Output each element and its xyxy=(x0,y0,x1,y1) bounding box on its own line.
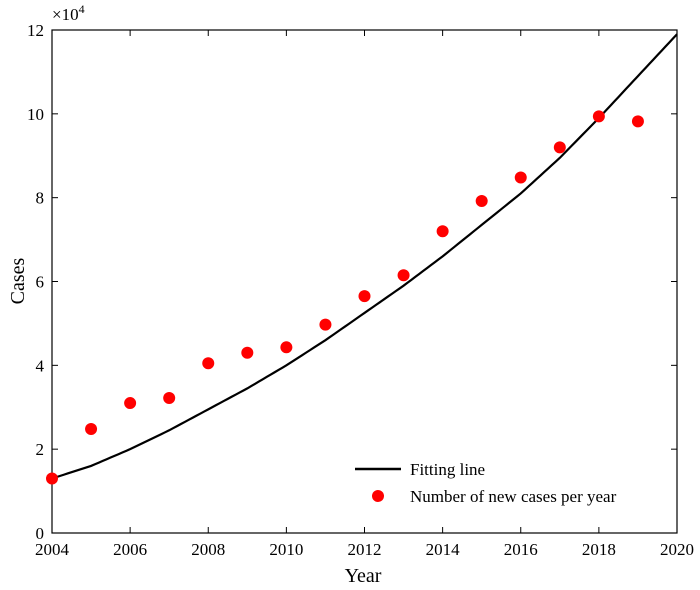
data-point xyxy=(553,141,566,154)
data-point xyxy=(319,318,332,331)
y-axis: 0 2 4 6 8 10 12 xyxy=(27,21,677,543)
x-axis-label: Year xyxy=(345,565,382,587)
data-point xyxy=(397,269,410,282)
data-point xyxy=(163,392,176,405)
legend: Fitting line Number of new cases per yea… xyxy=(355,460,617,506)
data-point xyxy=(202,357,215,370)
legend-label-new-cases: Number of new cases per year xyxy=(410,487,617,506)
y-tick-label: 6 xyxy=(36,273,45,292)
data-point xyxy=(46,472,58,485)
data-point xyxy=(280,341,293,354)
y-tick-label: 2 xyxy=(36,440,45,459)
data-point xyxy=(592,110,605,123)
y-multiplier: ×104 xyxy=(52,2,85,24)
legend-point-swatch xyxy=(372,490,384,502)
plot-border xyxy=(51,29,678,534)
x-axis: 2004 2006 2008 2010 2012 2014 2016 2018 2020 xyxy=(35,30,694,559)
fitting-line xyxy=(51,33,678,480)
x-tick-label: 2020 xyxy=(660,540,694,559)
data-point xyxy=(358,290,371,303)
y-tick-label: 8 xyxy=(36,189,45,208)
y-tick-label: 4 xyxy=(36,356,45,375)
y-tick-label: 12 xyxy=(27,21,44,40)
x-tick-label: 2004 xyxy=(35,540,70,559)
data-point xyxy=(85,423,98,436)
legend-label-fitting-line: Fitting line xyxy=(410,460,485,479)
x-tick-label: 2006 xyxy=(113,540,147,559)
x-tick-label: 2012 xyxy=(348,540,382,559)
data-point xyxy=(436,225,449,238)
data-point xyxy=(124,397,137,410)
y-tick-label: 10 xyxy=(27,105,44,124)
x-tick-label: 2008 xyxy=(191,540,225,559)
x-tick-label: 2010 xyxy=(269,540,303,559)
y-multiplier-exponent: 4 xyxy=(79,2,85,16)
x-tick-label: 2018 xyxy=(582,540,616,559)
x-tick-label: 2016 xyxy=(504,540,538,559)
data-point xyxy=(631,115,644,128)
data-point xyxy=(514,171,527,184)
x-tick-label: 2014 xyxy=(426,540,461,559)
y-multiplier-base: ×10 xyxy=(52,5,79,24)
data-point xyxy=(475,195,488,208)
y-tick-label: 0 xyxy=(36,524,45,543)
plot-frame xyxy=(51,29,678,534)
series-layer xyxy=(46,33,678,485)
y-axis-label: Cases xyxy=(7,257,29,304)
data-point xyxy=(241,346,254,359)
